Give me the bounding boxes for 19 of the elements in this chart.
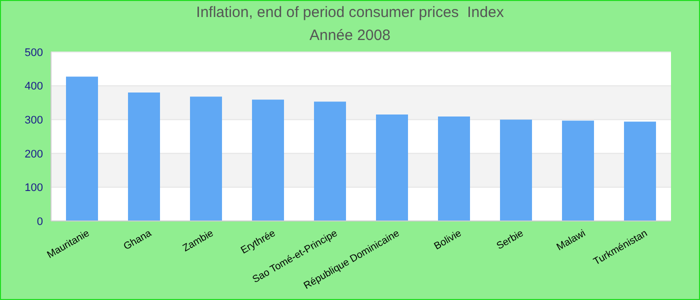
y-tick-label: 500 xyxy=(24,46,43,59)
bar xyxy=(66,76,98,221)
y-tick-label: 300 xyxy=(24,114,43,127)
y-tick-label: 100 xyxy=(24,182,43,194)
x-tick-label: Serbie xyxy=(494,228,526,252)
bar xyxy=(128,92,160,221)
bar xyxy=(314,102,346,221)
bar xyxy=(252,100,284,221)
bar xyxy=(624,122,656,221)
bar xyxy=(500,120,532,221)
bar xyxy=(376,114,408,221)
bar xyxy=(562,120,594,221)
y-tick-label: 0 xyxy=(36,216,43,228)
y-tick-label: 200 xyxy=(24,148,43,160)
chart-subtitle: Année 2008 xyxy=(308,27,392,44)
bar xyxy=(190,96,222,221)
bar xyxy=(438,116,470,221)
y-tick-label: 400 xyxy=(24,80,43,93)
chart-title: Inflation, end of period consumer prices Index xyxy=(195,4,505,21)
